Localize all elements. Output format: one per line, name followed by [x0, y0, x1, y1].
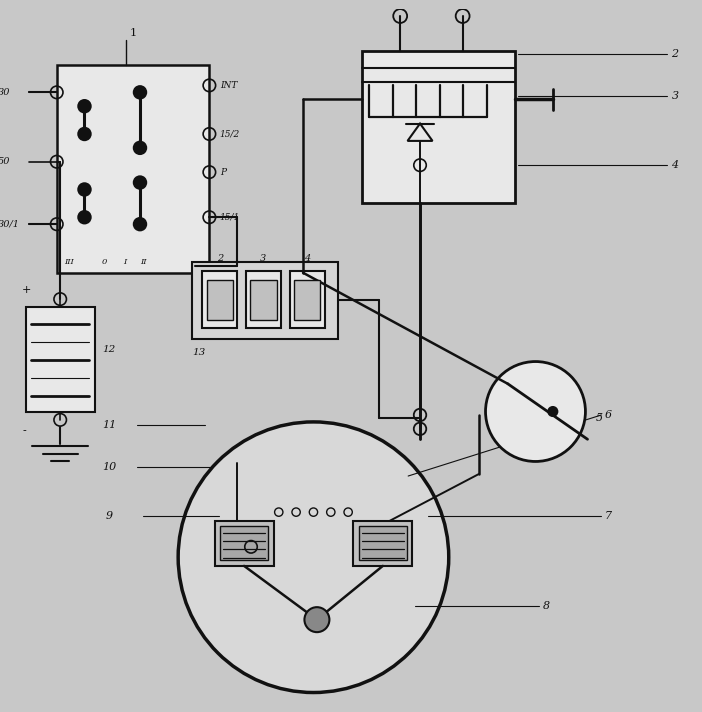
Text: 50: 50: [0, 157, 11, 166]
Text: 3: 3: [672, 91, 679, 101]
Bar: [202, 271, 237, 328]
Text: -: -: [22, 426, 26, 436]
Circle shape: [548, 406, 558, 417]
Text: 2: 2: [672, 49, 679, 59]
Circle shape: [134, 218, 146, 231]
Text: INT: INT: [220, 81, 237, 90]
Text: II: II: [140, 258, 147, 266]
Circle shape: [486, 362, 585, 461]
Text: 7: 7: [605, 511, 612, 520]
Text: 15/1: 15/1: [220, 213, 240, 221]
Bar: [246, 271, 281, 328]
Bar: [353, 520, 412, 566]
Text: 12: 12: [102, 345, 115, 354]
Bar: [290, 271, 324, 328]
Text: 15/2: 15/2: [220, 130, 240, 138]
Text: 8: 8: [543, 601, 550, 611]
Bar: [294, 280, 320, 320]
Text: 2: 2: [217, 254, 223, 263]
Text: 13: 13: [192, 348, 205, 357]
Circle shape: [134, 177, 146, 189]
Text: 30/1: 30/1: [0, 220, 20, 229]
Circle shape: [78, 183, 91, 196]
Bar: [220, 526, 268, 560]
Bar: [215, 520, 274, 566]
Circle shape: [178, 422, 449, 693]
Bar: [25, 308, 95, 412]
Text: 4: 4: [304, 254, 310, 263]
Text: 9: 9: [105, 511, 112, 520]
Text: 5: 5: [596, 414, 603, 424]
Bar: [359, 526, 406, 560]
Circle shape: [134, 142, 146, 154]
Text: 11: 11: [102, 420, 116, 430]
Text: 4: 4: [672, 160, 679, 170]
Bar: [57, 65, 209, 273]
Circle shape: [78, 100, 91, 112]
Bar: [251, 280, 277, 320]
Text: III: III: [64, 258, 74, 266]
Text: 0: 0: [102, 258, 107, 266]
Circle shape: [78, 211, 91, 224]
Bar: [192, 262, 338, 339]
Bar: [362, 51, 515, 204]
Circle shape: [305, 607, 329, 632]
Circle shape: [134, 86, 146, 98]
Text: 30: 30: [0, 88, 11, 97]
Text: +: +: [22, 285, 32, 295]
Circle shape: [78, 127, 91, 140]
Bar: [206, 280, 233, 320]
Text: 10: 10: [102, 462, 116, 472]
Text: 3: 3: [260, 254, 267, 263]
Text: 6: 6: [605, 410, 612, 420]
Text: I: I: [123, 258, 126, 266]
Text: 1: 1: [130, 28, 137, 38]
Text: P: P: [220, 167, 226, 177]
